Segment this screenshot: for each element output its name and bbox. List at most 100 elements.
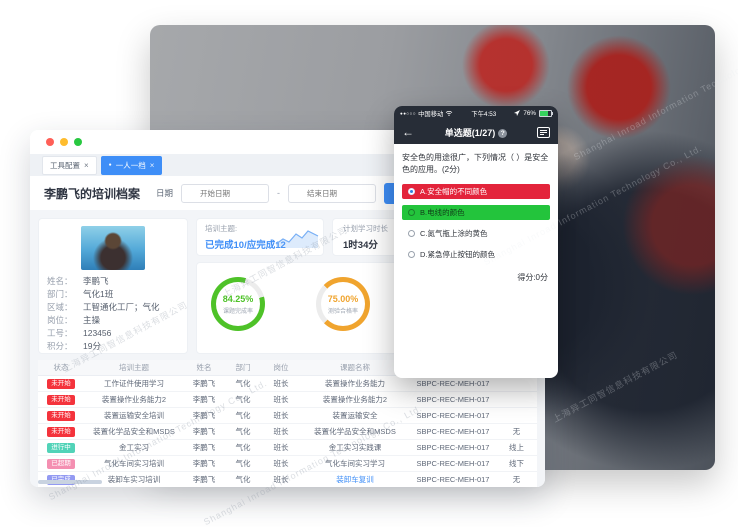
table-row[interactable]: 进行中 金工实习 李鹏飞 气化 班长 金工实习实践课 SBPC-REC-MEH-… [38, 440, 537, 456]
status-badge: 进行中 [47, 443, 75, 453]
radio-icon[interactable] [408, 230, 415, 237]
cell-course: 装置操作业务能力2 [322, 395, 388, 404]
cell-name: 李鹏飞 [192, 459, 216, 468]
profile-card: 姓名： 李鹏飞 部门： 气化1班 区域： 工智通化工厂；气化 岗位： 主操 工号： 123… [38, 218, 188, 354]
cell-name: 李鹏飞 [192, 379, 216, 388]
topic-label: 培训主题: [205, 224, 238, 233]
close-window-button[interactable] [46, 138, 54, 146]
option-c[interactable]: C.氮气瓶上涂的黄色 [402, 226, 550, 241]
status-badge: 未开始 [47, 395, 75, 405]
location-arrow-icon [514, 110, 521, 116]
topic-progress-value: 已完成10/应完成12 [205, 240, 286, 251]
cell-post: 班长 [273, 427, 289, 436]
scrollbar-thumb[interactable] [38, 480, 102, 484]
cell-code: SBPC-REC-MEH-017 [416, 395, 490, 404]
end-date-wrap [288, 183, 377, 203]
cell-dept: 气化 [235, 411, 251, 420]
status-badge: 未开始 [47, 427, 75, 437]
tab-label: 一人一档 [115, 160, 146, 170]
table-row[interactable]: 未开始 装置操作业务能力2 李鹏飞 气化 班长 装置操作业务能力2 SBPC-R… [38, 392, 537, 408]
horizontal-scrollbar[interactable] [38, 480, 537, 484]
table-row[interactable]: 未开始 工作证件使用学习 李鹏飞 气化 班长 装置操作业务能力 SBPC-REC… [38, 376, 537, 392]
cell-course: 装置运输安全 [332, 411, 378, 420]
start-date-wrap [181, 183, 270, 203]
tab-tool-config[interactable]: 工具配置 × [42, 155, 97, 175]
option-a[interactable]: A.安全帽的不同颜色 [402, 184, 550, 199]
field-label: 姓名： [47, 276, 73, 286]
cell-dept: 气化 [235, 379, 251, 388]
cell-name: 李鹏飞 [192, 443, 216, 452]
cell-mode: 无 [512, 427, 521, 436]
training-topic-card: 培训主题: 已完成10/应完成12 [196, 218, 324, 256]
field-value: 气化1班 [83, 289, 114, 299]
battery-icon [539, 109, 553, 117]
end-date-input[interactable] [288, 183, 377, 203]
field-value: 工智通化工厂；气化 [83, 302, 160, 312]
date-filter-label: 日期 [156, 188, 174, 198]
field-label: 部门： [47, 289, 73, 299]
radio-icon[interactable] [408, 251, 415, 258]
field-label: 工号： [47, 328, 73, 338]
option-a-label: A.安全帽的不同颜色 [420, 187, 488, 196]
tab-close-icon[interactable]: × [84, 160, 89, 170]
table-row[interactable]: 已完成 装卸车实习培训 李鹏飞 气化 班长 装卸车复训 SBPC-REC-MEH… [38, 472, 537, 487]
signal-dots-icon: ●●○○○ [400, 110, 417, 116]
cell-course: 金工实习实践课 [328, 443, 382, 452]
cell-dept: 气化 [235, 427, 251, 436]
cell-topic: 装置化学品安全和MSDS [93, 427, 175, 436]
table-row[interactable]: 未开始 装置化学品安全和MSDS 李鹏飞 气化 班长 装置化学品安全和MSDS … [38, 424, 537, 440]
cell-dept: 气化 [235, 395, 251, 404]
clock-label: 下午4:53 [471, 110, 497, 118]
option-d[interactable]: D.紧急停止按钮的颜色 [402, 247, 550, 262]
col-name: 姓名 [196, 363, 212, 372]
training-table: 状态 培训主题 姓名 部门 岗位 课题名称 课题编号 培训方式 未开始 工作证件… [38, 360, 537, 487]
carrier-label: 中国移动 [418, 110, 444, 118]
cell-topic: 装置操作业务能力2 [101, 395, 167, 404]
status-badge: 未开始 [47, 411, 75, 421]
field-label: 岗位： [47, 315, 73, 325]
cell-mode: 线上 [509, 443, 524, 452]
maximize-window-button[interactable] [74, 138, 82, 146]
option-b-label: B.电线的颜色 [420, 208, 465, 217]
cell-topic: 气化车间实习培训 [104, 459, 164, 468]
cell-name: 李鹏飞 [192, 427, 216, 436]
back-arrow-icon[interactable]: ← [402, 125, 414, 139]
page-title: 李鹏飞的培训档案 [44, 186, 141, 201]
trend-sparkline [275, 230, 319, 248]
field-label: 区域： [47, 302, 73, 312]
answer-sheet-icon [537, 126, 550, 138]
question-text: 安全色的用途很广，下列情况（ ）是安全色的应用。(2分) [402, 153, 549, 174]
table-row[interactable]: 已超期 气化车间实习培训 李鹏飞 气化 班长 气化车间实习学习 SBPC-REC… [38, 456, 537, 472]
cell-post: 班长 [273, 395, 289, 404]
cell-dept: 气化 [235, 459, 251, 468]
cell-code: SBPC-REC-MEH-017 [416, 379, 490, 388]
completion-rate-label: 课题完成率 [222, 308, 253, 315]
radio-icon[interactable] [408, 209, 415, 216]
cell-mode: 线下 [509, 459, 524, 468]
option-b[interactable]: B.电线的颜色 [402, 205, 550, 220]
avatar [81, 226, 145, 270]
cell-course: 气化车间实习学习 [325, 459, 385, 468]
tab-person-archive[interactable]: ● 一人一档 × [100, 155, 163, 175]
cell-course: 装置化学品安全和MSDS [314, 427, 396, 436]
field-value: 主操 [83, 315, 101, 325]
help-icon[interactable]: ? [498, 128, 508, 138]
col-post: 岗位 [273, 363, 289, 372]
start-date-input[interactable] [181, 183, 270, 203]
cell-code: SBPC-REC-MEH-017 [416, 427, 490, 436]
field-value: 李鹏飞 [83, 276, 109, 286]
table-row[interactable]: 未开始 装置运输安全培训 李鹏飞 气化 班长 装置运输安全 SBPC-REC-M… [38, 408, 537, 424]
score-label: 得分:0分 [517, 273, 548, 282]
cell-post: 班长 [273, 411, 289, 420]
answer-sheet-button[interactable] [537, 126, 550, 138]
minimize-window-button[interactable] [60, 138, 68, 146]
cell-post: 班长 [273, 443, 289, 452]
completion-rate-value: 84.25% [222, 293, 254, 304]
col-dept: 部门 [235, 363, 251, 372]
quiz-title: 单选题(1/27)? [394, 126, 558, 139]
phone-status-bar: ●●○○○ 中国移动 下午4:53 76% [394, 106, 558, 120]
tab-close-icon[interactable]: × [149, 160, 155, 170]
radio-selected-icon[interactable] [408, 188, 415, 195]
cell-topic: 工作证件使用学习 [104, 379, 164, 388]
cell-name: 李鹏飞 [192, 411, 216, 420]
